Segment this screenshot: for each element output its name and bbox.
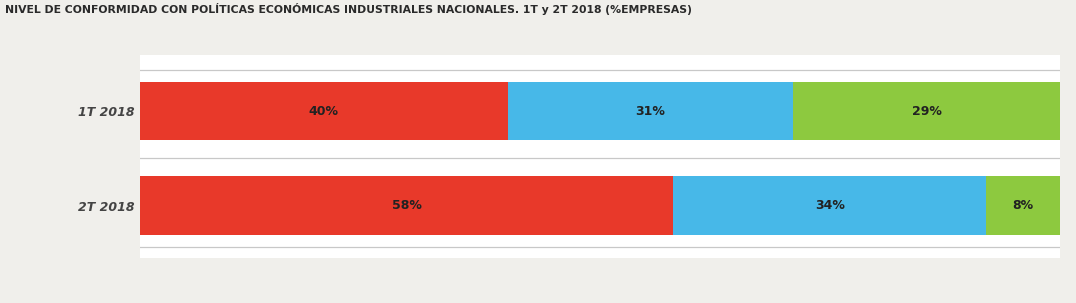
Text: 29%: 29% [911, 105, 942, 118]
Bar [793, 82, 1060, 141]
Text: NIVEL DE CONFORMIDAD CON POLÍTICAS ECONÓMICAS INDUSTRIALES NACIONALES. 1T y 2T 2: NIVEL DE CONFORMIDAD CON POLÍTICAS ECONÓ… [5, 3, 692, 15]
Text: 40%: 40% [309, 105, 339, 118]
Text: 8%: 8% [1013, 199, 1034, 212]
Bar [140, 82, 508, 141]
Text: 34%: 34% [815, 199, 845, 212]
Bar [987, 176, 1060, 235]
Bar [140, 176, 674, 235]
Text: 31%: 31% [636, 105, 665, 118]
Bar [674, 176, 987, 235]
Text: 58%: 58% [392, 199, 422, 212]
Bar [508, 82, 793, 141]
